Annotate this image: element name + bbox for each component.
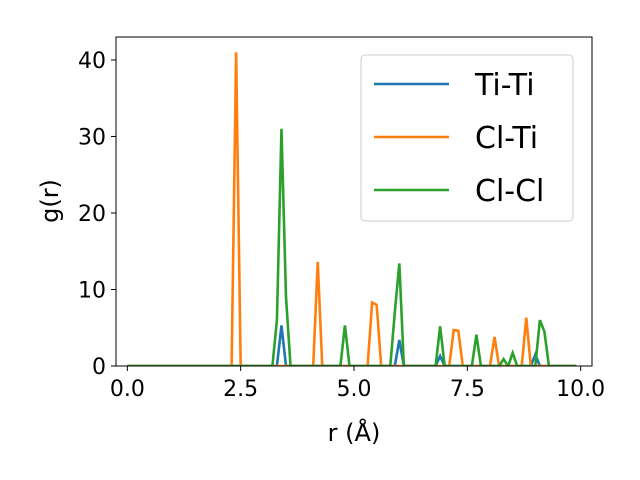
legend-label-cl-cl: Cl-Cl [475,174,544,209]
x-tick-label: 2.5 [223,377,258,402]
y-axis-label: g(r) [36,179,64,223]
y-tick-label: 30 [78,125,106,150]
x-axis-label: r (Å) [328,418,381,447]
series-layer [127,52,577,366]
y-tick-label: 20 [78,202,106,227]
x-tick-label: 7.5 [450,377,485,402]
x-axis: 0.0 2.5 5.0 7.5 10.0 [110,366,605,402]
legend-label-cl-ti: Cl-Ti [475,121,538,156]
legend: Ti-Ti Cl-Ti Cl-Cl [360,54,574,222]
series-line-ti-ti [127,325,577,366]
series-line-cl-cl [127,128,577,366]
x-tick-label: 0.0 [110,377,145,402]
y-axis: 0 10 20 30 40 [78,49,116,380]
y-tick-label: 0 [92,355,106,380]
legend-box [360,54,574,222]
x-tick-label: 5.0 [337,377,372,402]
y-tick-label: 40 [78,49,106,74]
legend-label-ti-ti: Ti-Ti [474,68,535,103]
x-tick-label: 10.0 [556,377,605,402]
y-tick-label: 10 [78,278,106,303]
